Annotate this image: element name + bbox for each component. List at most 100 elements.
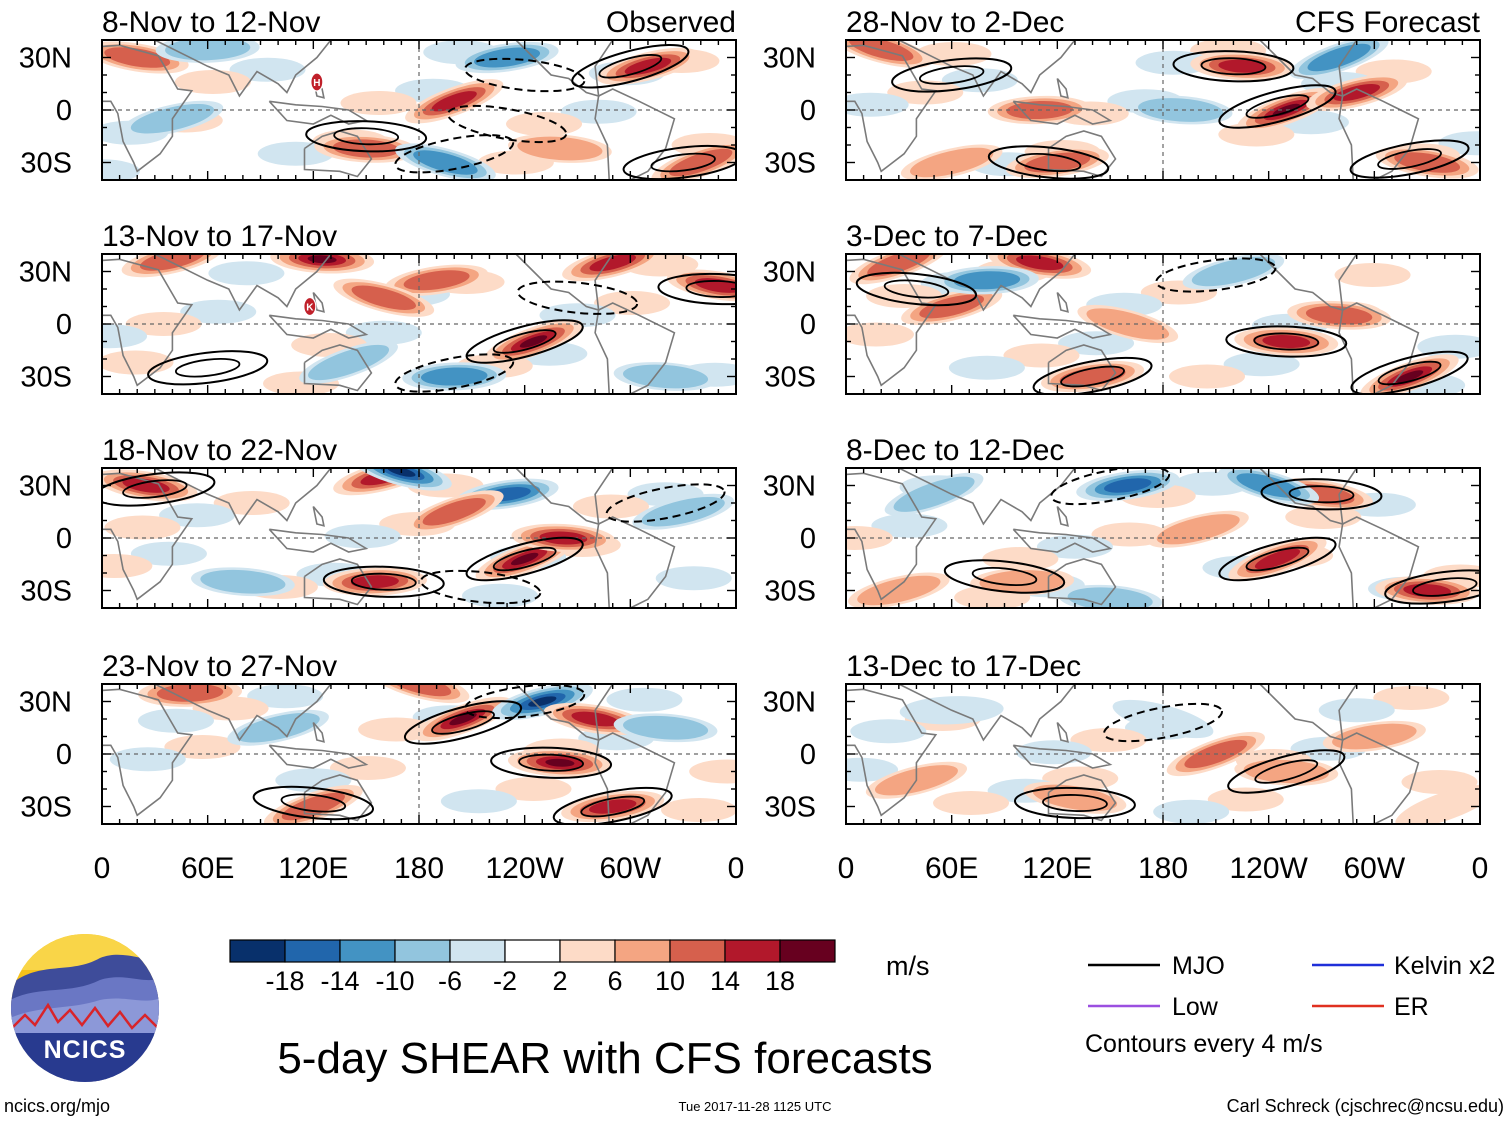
anomaly-blob xyxy=(1147,510,1249,548)
y-tick-label: 30S xyxy=(20,792,72,824)
panel-2: K 30N 0 30S 13-Nov to 17-Nov xyxy=(19,220,737,395)
x-tick-label: 60W xyxy=(599,852,661,885)
mjo-contour-positive xyxy=(1384,569,1480,605)
footer-timestamp: Tue 2017-11-28 1125 UTC xyxy=(679,1099,832,1114)
mjo-contour-positive xyxy=(1254,759,1319,784)
anomaly-texture xyxy=(1169,364,1246,389)
logo-text: NCICS xyxy=(44,1036,127,1064)
anomaly-blob xyxy=(138,684,243,707)
mjo-contour-positive xyxy=(1377,360,1442,386)
legend-label-mjo: MJO xyxy=(1172,952,1225,980)
mjo-contour-positive xyxy=(1225,325,1348,358)
coastline xyxy=(846,688,938,817)
y-tick-label: 30N xyxy=(763,257,816,289)
y-tick-label: 30S xyxy=(764,576,816,608)
mjo-contour-positive xyxy=(1260,478,1383,511)
mjo-contour-positive xyxy=(492,546,557,572)
y-tick-label: 30S xyxy=(20,576,72,608)
coastline xyxy=(1338,732,1420,824)
colorbar-swatch xyxy=(724,939,781,963)
y-tick-label: 30N xyxy=(763,687,816,719)
coastline xyxy=(154,468,332,526)
anomaly-texture xyxy=(102,554,153,578)
coastline xyxy=(268,744,369,769)
mjo-contour-positive xyxy=(1015,152,1082,173)
panel-title: 8-Dec to 12-Dec xyxy=(846,434,1064,467)
mjo-contour-positive xyxy=(252,785,375,821)
coastline xyxy=(312,505,325,527)
panel-title: 8-Nov to 12-Nov xyxy=(102,6,320,39)
colorbar-tick-label: 6 xyxy=(607,966,622,996)
coastline xyxy=(1047,130,1117,178)
mjo-contour-positive xyxy=(465,536,584,582)
colorbar-tick-label: 2 xyxy=(552,966,567,996)
x-tick-label: 120E xyxy=(278,852,348,885)
anomaly-texture xyxy=(229,57,306,82)
coastline xyxy=(515,468,614,526)
mjo-contour-negative xyxy=(516,280,639,315)
coastline xyxy=(898,40,1076,98)
mjo-contour-positive xyxy=(174,358,241,378)
mjo-contour-negative xyxy=(464,684,586,720)
mjo-contour-negative xyxy=(394,134,515,174)
mjo-contour-negative xyxy=(446,104,568,144)
anomaly-texture xyxy=(1373,686,1450,710)
anomaly-texture xyxy=(1223,352,1300,377)
colorbar-tick-label: 18 xyxy=(765,966,795,996)
colorbar-swatch xyxy=(779,939,836,963)
anomaly-blob xyxy=(1076,469,1180,502)
y-tick-label: 0 xyxy=(800,309,816,341)
anomaly-blob xyxy=(900,144,1003,180)
panel-6: 30N 0 30S 3-Dec to 7-Dec xyxy=(763,220,1481,395)
coastline xyxy=(846,472,938,601)
coastline xyxy=(1012,100,1113,125)
mjo-contour-positive xyxy=(490,746,613,779)
anomaly-blob xyxy=(1287,300,1391,330)
x-tick-label: 0 xyxy=(1472,852,1489,885)
anomaly-texture xyxy=(1417,334,1480,359)
mjo-contour-positive xyxy=(492,329,557,354)
mjo-contour-positive xyxy=(518,753,584,772)
coastline xyxy=(268,528,369,553)
anomaly-blob xyxy=(455,41,559,74)
mjo-contour-positive xyxy=(971,566,1038,587)
mjo-contour-positive xyxy=(102,471,216,507)
coastline xyxy=(846,258,938,387)
mjo-contour-positive xyxy=(1060,365,1125,388)
column-heading: Observed xyxy=(606,6,736,39)
mjo-contour-positive xyxy=(322,565,445,598)
anomaly-texture xyxy=(159,503,236,528)
colorbar-swatch xyxy=(559,939,616,963)
legend-label-er: ER xyxy=(1394,993,1429,1021)
anomaly-blob xyxy=(385,264,489,296)
panel-title: 28-Nov to 2-Dec xyxy=(846,6,1064,39)
coastline xyxy=(268,314,369,339)
anomaly-texture xyxy=(594,291,671,315)
anomaly-blob xyxy=(1005,146,1109,179)
mjo-contour-positive xyxy=(1227,749,1346,794)
anomaly-blob xyxy=(1360,354,1459,394)
coastline xyxy=(1012,744,1113,769)
colorbar-tick-label: -14 xyxy=(320,966,359,996)
mjo-contour-positive xyxy=(1200,57,1267,76)
legend-label-kelvin: Kelvin x2 xyxy=(1394,952,1495,980)
anomaly-blob xyxy=(1289,40,1389,79)
y-tick-label: 30N xyxy=(19,471,72,503)
x-tick-label: 60E xyxy=(925,852,978,885)
coastline xyxy=(1012,314,1113,339)
coastline xyxy=(594,88,676,180)
y-tick-label: 0 xyxy=(56,739,72,771)
panel-title: 23-Nov to 27-Nov xyxy=(102,650,337,683)
panel-title: 18-Nov to 22-Nov xyxy=(102,434,337,467)
storm-label: K xyxy=(306,303,314,314)
coastline xyxy=(303,344,373,392)
anomaly-texture xyxy=(933,791,1010,815)
colorbar-tick-label: -18 xyxy=(265,966,304,996)
panel-1: H 30N 0 30S 8-Nov to 12-Nov Observed xyxy=(19,6,737,181)
mjo-contour-positive xyxy=(580,795,646,818)
mjo-contour-negative xyxy=(394,353,515,393)
colorbar-swatch xyxy=(229,939,286,963)
coastline xyxy=(594,516,676,608)
